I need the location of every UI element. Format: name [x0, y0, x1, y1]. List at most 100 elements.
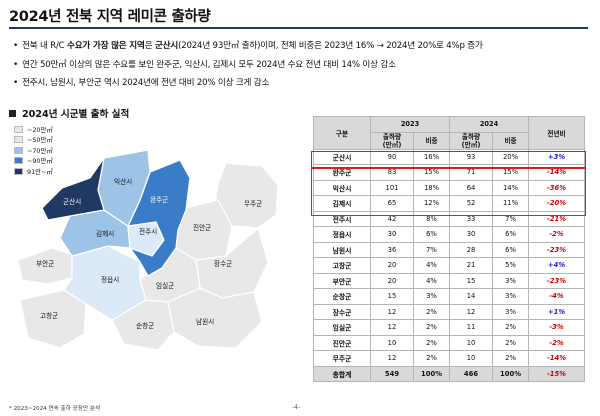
shipment-table: 구분 2023 2024 전년비 출하량 (만㎥) 비중 출하량 (만㎥) 비중…: [313, 116, 586, 382]
cell-region: 임실군: [313, 319, 371, 336]
legend-item: ~70만㎥: [14, 145, 53, 156]
table-row: 전주시 42 8% 33 7% -21%: [313, 210, 586, 227]
cell-share-2024: 6%: [492, 226, 530, 243]
header-shipment: 출하량 (만㎥): [370, 131, 414, 150]
region-gunsan: [41, 157, 105, 221]
table-total-row: 총합계 549 100% 466 100% -15%: [313, 365, 586, 382]
cell-share-2023: 18%: [412, 179, 451, 196]
footnote: * 2023~2024 연속 출하 공장만 분석: [9, 406, 101, 412]
region-jeongeup: [63, 245, 147, 321]
cell-shipment-2023: 30: [370, 226, 414, 243]
legend-swatch: [14, 157, 23, 165]
label-buan: 부안군: [36, 259, 54, 268]
cell-region: 정읍시: [313, 226, 371, 243]
table-row: 남원시 36 7% 28 6% -23%: [313, 241, 586, 258]
cell-shipment-2024: 15: [449, 272, 494, 289]
region-wanju: [126, 159, 191, 277]
cell-shipment-2024: 21: [449, 257, 494, 274]
cell-region: 고창군: [313, 257, 371, 274]
cell-share-2023: 2%: [412, 303, 451, 320]
table-row: 정읍시 30 6% 30 6% -2%: [313, 226, 586, 243]
cell-share-2023: 100%: [412, 365, 451, 382]
region-namwon: [167, 287, 263, 349]
table-row: 군산시 90 16% 93 20% +3%: [313, 148, 586, 165]
cell-yoy: +4%: [528, 257, 586, 274]
label-muju: 무주군: [244, 200, 262, 208]
header-share: 비중: [492, 131, 530, 150]
cell-yoy: -15%: [528, 365, 586, 382]
table-row: 부안군 20 4% 15 3% -23%: [313, 272, 586, 289]
bullet-text: 전주시, 남원시, 부안군 역시 2024년에 전년 대비 20% 이상 크게 …: [22, 78, 270, 88]
cell-share-2024: 3%: [492, 288, 530, 305]
cell-shipment-2023: 36: [370, 241, 414, 258]
label-imsil: 임실군: [156, 281, 174, 290]
cell-share-2023: 4%: [412, 257, 451, 274]
cell-share-2024: 3%: [492, 272, 530, 289]
label-gimje: 김제시: [96, 230, 114, 238]
cell-share-2023: 2%: [412, 334, 451, 351]
table-row: 장수군 12 2% 12 3% +1%: [313, 303, 586, 320]
cell-shipment-2024: 14: [449, 288, 494, 305]
cell-region: 장수군: [313, 303, 371, 320]
cell-yoy: -23%: [528, 272, 586, 289]
legend-swatch: [14, 136, 23, 144]
cell-yoy: -2%: [528, 226, 586, 243]
legend-item: ~20만㎥: [14, 124, 53, 135]
table-row: 임실군 12 2% 11 2% -3%: [313, 319, 586, 336]
header-yoy: 전년비: [528, 116, 586, 150]
bullet-dot: •: [13, 59, 18, 70]
cell-yoy: -2%: [528, 334, 586, 351]
cell-share-2023: 4%: [412, 272, 451, 289]
header-2023: 2023: [369, 116, 451, 133]
map-labels: 군산시 익산시 완주군 김제시 전주시 진안군 무주군 부안군 정읍시 임실군 …: [36, 177, 262, 330]
cell-share-2023: 6%: [412, 226, 451, 243]
bullet-list: • 전북 내 R/C 수요가 가장 많은 지역은 군산시(2024년 93만㎥ …: [9, 37, 594, 93]
header-share: 비중: [412, 131, 451, 150]
label-gunsan: 군산시: [63, 197, 81, 206]
bullet-dot: •: [13, 78, 18, 88]
bullet-text: 전북 내 R/C 수요가 가장 많은 지역은 군산시(2024년 93만㎥ 출하…: [22, 41, 483, 51]
cell-shipment-2024: 30: [449, 226, 494, 243]
cell-shipment-2023: 20: [370, 272, 414, 289]
label-gochang: 고창군: [40, 312, 58, 320]
cell-shipment-2024: 466: [449, 365, 494, 382]
legend-swatch: [14, 146, 23, 154]
cell-region: 진안군: [313, 334, 371, 351]
cell-region: 순창군: [313, 288, 371, 305]
label-jeonju: 전주시: [139, 227, 157, 236]
jeonbuk-map: 군산시 익산시 완주군 김제시 전주시 진안군 무주군 부안군 정읍시 임실군 …: [17, 149, 279, 351]
cell-shipment-2023: 10: [370, 334, 414, 351]
label-jinan: 진안군: [193, 223, 211, 232]
legend-swatch: [14, 125, 23, 133]
cell-shipment-2024: 10: [449, 350, 494, 367]
label-sunchang: 순창군: [136, 322, 154, 330]
header-2024: 2024: [449, 116, 530, 133]
cell-yoy: +1%: [528, 303, 586, 320]
cell-share-2024: 2%: [492, 350, 530, 367]
legend-item: 91만~㎥: [14, 166, 53, 177]
cell-share-2024: 6%: [492, 241, 530, 258]
legend-swatch: [14, 167, 23, 175]
label-namwon: 남원시: [196, 317, 214, 326]
table-row: 김제시 65 12% 52 11% -20%: [313, 195, 586, 212]
cell-region: 부안군: [313, 272, 371, 289]
legend-item: ~90만㎥: [14, 156, 53, 167]
bullet-item: • 연간 50만㎥ 이상의 많은 수요를 보인 완주군, 익산시, 김제시 모두…: [9, 56, 594, 75]
map-legend: ~20만㎥ ~50만㎥ ~70만㎥ ~90만㎥ 91만~㎥: [14, 124, 53, 177]
bullet-dot: •: [13, 41, 18, 51]
header-shipment: 출하량 (만㎥): [449, 131, 494, 150]
bullet-item: • 전북 내 R/C 수요가 가장 많은 지역은 군산시(2024년 93만㎥ …: [9, 37, 594, 56]
cell-yoy: -3%: [528, 319, 586, 336]
cell-region: 남원시: [313, 241, 371, 258]
table-row: 고창군 20 4% 21 5% +4%: [313, 257, 586, 274]
highlight-box-decline: [311, 168, 586, 216]
cell-shipment-2023: 20: [370, 257, 414, 274]
page-number: -4-: [292, 404, 301, 411]
cell-shipment-2024: 12: [449, 303, 494, 320]
cell-shipment-2023: 549: [370, 365, 414, 382]
cell-yoy: -4%: [528, 288, 586, 305]
cell-share-2024: 2%: [492, 334, 530, 351]
legend-item: ~50만㎥: [14, 135, 53, 146]
cell-share-2023: 2%: [412, 350, 451, 367]
highlight-box-gunsan: [311, 151, 586, 168]
